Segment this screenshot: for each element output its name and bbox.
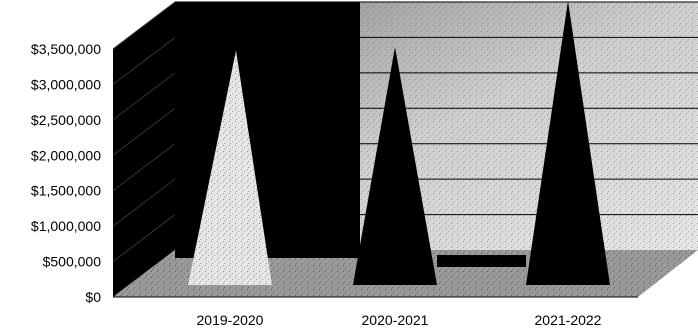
gridline-depth: [112, 72, 176, 121]
y-tick-label: $3,500,000: [31, 41, 101, 57]
x-tick-label: 2019-2020: [197, 312, 264, 328]
area-peak: [526, 0, 610, 286]
data-marks: [175, 0, 610, 286]
y-tick-label: $1,000,000: [31, 218, 101, 234]
x-axis: 2019-2020 2020-2021 2021-2022: [113, 296, 638, 328]
y-tick-label: $500,000: [43, 254, 102, 270]
gridline-depth: [112, 143, 176, 192]
gridline-depth: [112, 178, 176, 227]
gridline-depth: [112, 1, 176, 50]
area-ridge: [437, 255, 526, 267]
x-tick-label: 2020-2021: [362, 312, 429, 328]
area-peak-texture: [188, 50, 272, 286]
y-axis: $0 $500,000 $1,000,000 $1,500,000 $2,000,000…: [31, 41, 101, 305]
y-tick-label: $1,500,000: [31, 183, 101, 199]
gridline-depth: [112, 107, 176, 156]
x-tick-label: 2021-2022: [535, 312, 602, 328]
area-peak: [353, 46, 437, 285]
y-tick-label: $3,000,000: [31, 76, 101, 92]
y-tick-label: $2,000,000: [31, 147, 101, 163]
y-tick-label: $0: [85, 289, 101, 305]
gridline-depth: [112, 214, 176, 262]
gridline-depth: [112, 37, 176, 85]
y-tick-label: $2,500,000: [31, 112, 101, 128]
side-wall: [113, 2, 175, 297]
